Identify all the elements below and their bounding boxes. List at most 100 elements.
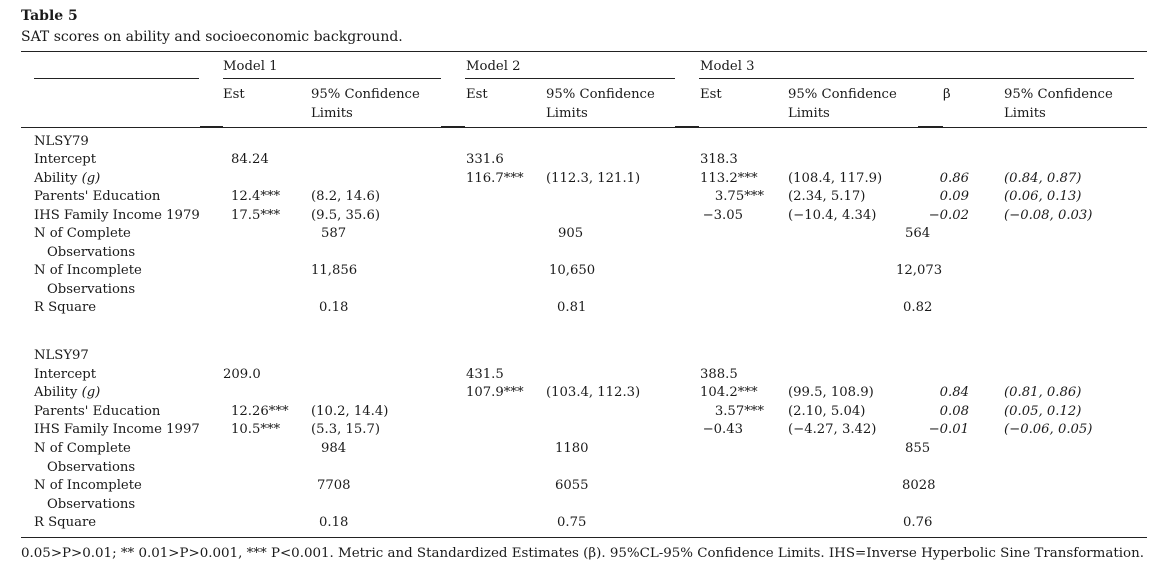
- beta-ci-header-line1: 95% Confidence: [1004, 87, 1113, 102]
- beta-ci-header-line2: Limits: [1004, 106, 1046, 121]
- beta-cell: 0.84: [939, 385, 969, 400]
- row-label: Parents' Education: [34, 189, 161, 204]
- beta-cell: 0.08: [939, 404, 969, 419]
- m3-est-cell: 113.2***: [700, 171, 758, 186]
- m1-est-cell: 12.4***: [231, 189, 281, 204]
- m2-est-cell: 431.5: [466, 367, 504, 382]
- header-bottom-rule: [21, 127, 1147, 129]
- beta-cell: −0.02: [928, 208, 969, 223]
- row-label: Ability (g): [34, 385, 100, 401]
- n-complete-m2: 1180: [555, 441, 589, 456]
- m3-est-cell: 388.5: [700, 367, 738, 382]
- r-square-m3: 0.76: [903, 515, 933, 530]
- n-complete-m1: 587: [321, 226, 347, 241]
- n-complete-label-cont: Observations: [47, 460, 136, 475]
- n-incomplete-label-cont: Observations: [47, 497, 136, 512]
- row-label: Intercept: [34, 152, 97, 167]
- row-label: IHS Family Income 1979: [34, 208, 200, 223]
- m3-ci-cell: (−4.27, 3.42): [788, 422, 877, 437]
- m3-ci-header-line1: 95% Confidence: [788, 87, 897, 102]
- m2-est-cell: 331.6: [466, 152, 504, 167]
- n-complete-label: N of Complete: [34, 226, 131, 241]
- n-incomplete-m2: 10,650: [549, 263, 596, 278]
- table-label: Table 5: [21, 8, 78, 24]
- m2-ci-header-line2: Limits: [546, 106, 588, 121]
- m1-ci-header-line2: Limits: [311, 106, 353, 121]
- beta-ci-cell: (−0.06, 0.05): [1004, 422, 1093, 437]
- beta-ci-cell: (0.06, 0.13): [1004, 189, 1082, 204]
- m2-ci-cell: (103.4, 112.3): [546, 385, 641, 400]
- row-label-variable: (g): [81, 385, 101, 400]
- r-square-m1: 0.18: [319, 300, 349, 315]
- model3-header-rule: [699, 78, 1134, 79]
- top-rule: [21, 51, 1147, 53]
- row-label-variable: (g): [81, 171, 101, 186]
- m1-est-cell: 209.0: [223, 367, 261, 382]
- m1-est-header: Est: [223, 87, 245, 102]
- m1-est-cell: 10.5***: [231, 422, 281, 437]
- model2-header-rule: [465, 78, 675, 79]
- model-1-header: Model 1: [223, 59, 278, 74]
- beta-ci-cell: (0.05, 0.12): [1004, 404, 1082, 419]
- m1-est-cell: 17.5***: [231, 208, 281, 223]
- n-incomplete-m1: 11,856: [311, 263, 358, 278]
- row-label-text: Ability: [34, 385, 78, 400]
- row-label: IHS Family Income 1997: [34, 422, 200, 437]
- beta-ci-cell: (0.81, 0.86): [1004, 385, 1082, 400]
- beta-cell: 0.86: [939, 171, 969, 186]
- r-square-label: R Square: [34, 515, 97, 530]
- bottom-rule: [21, 537, 1147, 539]
- table-footnote: 0.05>P>0.01; ** 0.01>P>0.001, *** P<0.00…: [21, 546, 1144, 561]
- m1-ci-header-line1: 95% Confidence: [311, 87, 420, 102]
- panel-title-nlsy79: NLSY79: [34, 134, 89, 149]
- m3-est-cell: 318.3: [700, 152, 738, 167]
- row-label-text: Ability: [34, 171, 78, 186]
- m1-ci-cell: (9.5, 35.6): [311, 208, 381, 223]
- m1-ci-cell: (8.2, 14.6): [311, 189, 381, 204]
- beta-ci-cell: (0.84, 0.87): [1004, 171, 1082, 186]
- n-incomplete-label: N of Incomplete: [34, 263, 142, 278]
- m1-est-cell: 12.26***: [231, 404, 289, 419]
- est-underline-m3: [675, 126, 699, 127]
- m2-ci-header-line1: 95% Confidence: [546, 87, 655, 102]
- n-incomplete-m3: 12,073: [896, 263, 943, 278]
- m2-est-header: Est: [466, 87, 488, 102]
- m2-est-cell: 107.9***: [466, 385, 524, 400]
- n-incomplete-m2: 6055: [555, 478, 589, 493]
- n-complete-m1: 984: [321, 441, 347, 456]
- est-underline-m1: [200, 126, 223, 127]
- panel-title-nlsy97: NLSY97: [34, 348, 89, 363]
- row-label: Intercept: [34, 367, 97, 382]
- m3-ci-header-line2: Limits: [788, 106, 830, 121]
- model-3-header: Model 3: [700, 59, 755, 74]
- n-incomplete-label: N of Incomplete: [34, 478, 142, 493]
- beta-header: β: [943, 87, 951, 102]
- m1-ci-cell: (5.3, 15.7): [311, 422, 381, 437]
- m2-ci-cell: (112.3, 121.1): [546, 171, 641, 186]
- n-incomplete-m3: 8028: [902, 478, 936, 493]
- model1-header-rule: [223, 78, 441, 79]
- m3-est-cell: 104.2***: [700, 385, 758, 400]
- n-complete-m3: 564: [905, 226, 931, 241]
- m3-est-cell: 3.75***: [714, 189, 764, 204]
- r-square-m2: 0.81: [557, 300, 587, 315]
- m3-ci-cell: (−10.4, 4.34): [788, 208, 877, 223]
- r-square-label: R Square: [34, 300, 97, 315]
- table-caption: SAT scores on ability and socioeconomic …: [21, 29, 403, 45]
- m3-ci-cell: (2.10, 5.04): [788, 404, 866, 419]
- row-label: Parents' Education: [34, 404, 161, 419]
- est-underline-m2: [441, 126, 465, 127]
- m3-ci-cell: (108.4, 117.9): [788, 171, 883, 186]
- r-square-m2: 0.75: [557, 515, 587, 530]
- stub-header-rule: [34, 78, 199, 79]
- model-2-header: Model 2: [466, 59, 521, 74]
- r-square-m1: 0.18: [319, 515, 349, 530]
- beta-underline: [918, 126, 943, 127]
- beta-cell: 0.09: [939, 189, 969, 204]
- m3-est-cell: −0.43: [702, 422, 743, 437]
- beta-ci-cell: (−0.08, 0.03): [1004, 208, 1093, 223]
- m2-est-cell: 116.7***: [466, 171, 524, 186]
- m1-ci-cell: (10.2, 14.4): [311, 404, 389, 419]
- n-complete-label-cont: Observations: [47, 245, 136, 260]
- n-complete-m2: 905: [558, 226, 584, 241]
